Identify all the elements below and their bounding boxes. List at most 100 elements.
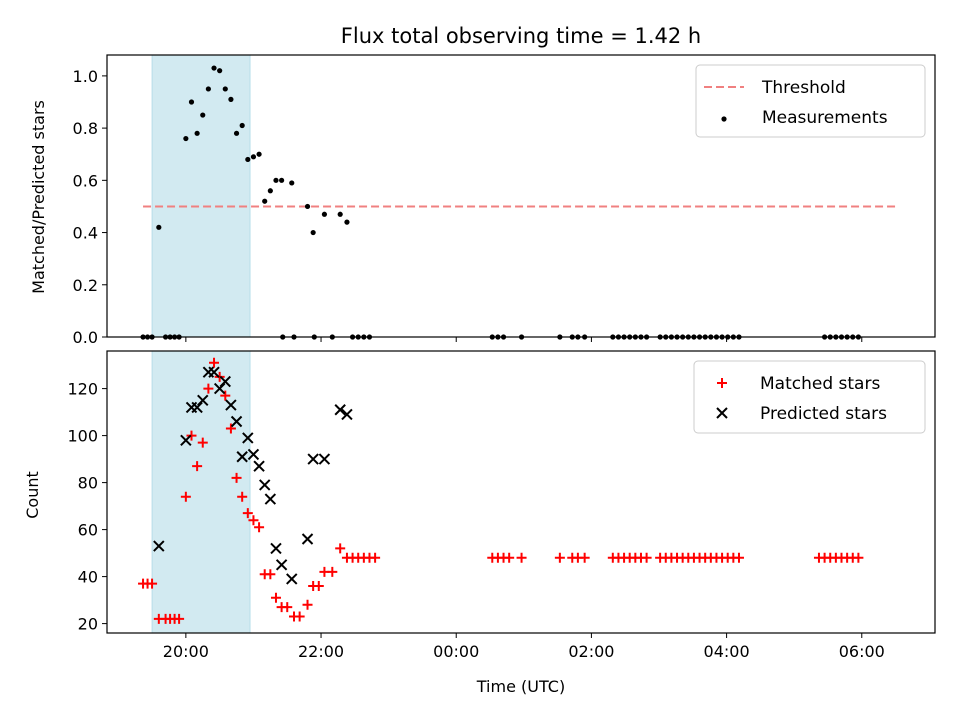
bottom-matched-point <box>237 491 248 502</box>
bottom-matched-point <box>254 522 265 533</box>
bottom-matched-point <box>282 602 293 613</box>
top-measurement-point <box>233 130 240 136</box>
bottom-observing-span <box>151 350 251 634</box>
top-measurement-point <box>228 96 234 102</box>
bottom-matched-point <box>214 371 225 382</box>
bottom-matched-point <box>220 390 231 401</box>
bottom-x-tick-label: 22:00 <box>298 642 344 661</box>
bottom-predicted-point <box>153 540 165 552</box>
top-measurement-point <box>344 219 350 225</box>
top-measurement-point <box>310 229 316 236</box>
bottom-predicted-point <box>307 453 319 465</box>
bottom-matched-point <box>225 423 236 434</box>
bottom-y-tick-label: 40 <box>78 568 98 587</box>
bottom-legend-matched-swatch <box>717 378 727 388</box>
bottom-matched-point <box>231 472 242 483</box>
bottom-predicted-point <box>334 404 346 416</box>
top-y-tick-label: 0.8 <box>73 119 98 138</box>
top-measurement-point <box>262 198 268 204</box>
bottom-series-predicted-stars <box>153 366 353 585</box>
bottom-matched-point <box>209 357 220 368</box>
bottom-matched-point <box>853 552 864 563</box>
bottom-x-axis-label: Time (UTC) <box>476 677 565 696</box>
bottom-matched-point <box>313 581 324 591</box>
bottom-matched-point <box>335 543 346 554</box>
top-y-tick-label: 0.4 <box>73 224 98 243</box>
bottom-matched-point <box>302 599 313 610</box>
top-measurement-point <box>156 224 162 230</box>
bottom-predicted-point <box>180 434 192 447</box>
top-measurement-point <box>222 86 228 92</box>
bottom-x-tick-label: 00:00 <box>433 642 479 661</box>
bottom-legend-label: Matched stars <box>760 374 880 394</box>
bottom-legend-predicted-swatch <box>716 407 728 419</box>
top-measurement-point <box>337 211 343 217</box>
bottom-y-tick-label: 120 <box>67 380 98 399</box>
bottom-predicted-point <box>318 453 331 465</box>
bottom-legend: Matched stars Predicted stars <box>693 360 926 434</box>
top-legend-measurement-swatch <box>721 116 727 122</box>
top-measurement-point <box>217 68 223 74</box>
top-measurement-point <box>194 130 200 136</box>
bottom-x-tick-label: 20:00 <box>163 642 209 661</box>
bottom-y-tick-label: 80 <box>78 474 98 493</box>
top-measurement-point <box>211 65 217 71</box>
bottom-predicted-point <box>225 399 237 411</box>
top-measurement-point <box>273 177 279 183</box>
top-legend-label: Threshold <box>761 78 846 98</box>
bottom-matched-point <box>192 461 203 472</box>
top-y-tick-label: 1.0 <box>73 67 98 86</box>
top-measurement-point <box>188 99 195 105</box>
top-panel: 0.0 0.2 0.4 0.6 0.8 1.0 Threshold Measurements <box>73 54 936 347</box>
bottom-predicted-point <box>264 493 277 505</box>
bottom-predicted-point <box>247 448 260 461</box>
top-measurement-point <box>304 203 311 210</box>
top-legend-label: Measurements <box>762 108 888 128</box>
top-legend: Threshold Measurements <box>695 64 926 138</box>
bottom-matched-point <box>579 552 590 563</box>
bottom-matched-point <box>270 592 281 603</box>
bottom-predicted-point <box>275 559 288 571</box>
bottom-matched-point <box>294 611 305 622</box>
bottom-matched-point <box>733 552 744 563</box>
top-y-tick-label: 0.6 <box>73 171 98 190</box>
top-chart-title: Flux total observing time = 1.42 h <box>341 24 701 48</box>
top-measurement-point <box>267 188 273 194</box>
bottom-matched-point <box>516 552 527 563</box>
top-measurement-point <box>321 211 328 217</box>
bottom-predicted-point <box>242 432 254 444</box>
top-axes-frame <box>106 54 936 338</box>
bottom-matched-point <box>242 508 253 519</box>
bottom-predicted-point <box>286 573 298 585</box>
top-legend-box <box>695 64 926 138</box>
bottom-series-matched-stars <box>138 357 864 624</box>
bottom-legend-label: Predicted stars <box>760 404 887 424</box>
bottom-matched-point <box>370 552 381 563</box>
bottom-y-tick-label: 100 <box>67 427 98 446</box>
bottom-predicted-point <box>259 479 271 491</box>
top-y-axis-label: Matched/Predicted stars <box>29 100 48 294</box>
bottom-axes-frame <box>106 350 936 634</box>
bottom-x-tick-label: 04:00 <box>704 642 750 661</box>
top-measurement-point <box>256 151 262 157</box>
bottom-y-axis-label: Count <box>23 471 42 519</box>
bottom-matched-point <box>147 578 158 589</box>
bottom-predicted-point <box>253 460 265 472</box>
bottom-predicted-point <box>270 542 282 555</box>
top-measurement-point <box>279 177 285 183</box>
top-measurement-point <box>205 86 211 92</box>
top-measurement-point <box>245 156 251 163</box>
bottom-matched-point <box>203 383 214 394</box>
bottom-matched-point <box>554 552 565 563</box>
top-measurement-point <box>183 135 189 142</box>
bottom-predicted-point <box>236 451 248 463</box>
bottom-predicted-point <box>341 408 353 421</box>
bottom-matched-point <box>186 430 197 441</box>
top-y-tick-label: 0.0 <box>73 328 98 347</box>
bottom-predicted-point <box>219 375 231 388</box>
top-observing-span <box>151 54 251 338</box>
bottom-x-tick-label: 02:00 <box>568 642 614 661</box>
bottom-matched-point <box>248 515 259 526</box>
bottom-x-tick-label: 06:00 <box>839 642 885 661</box>
